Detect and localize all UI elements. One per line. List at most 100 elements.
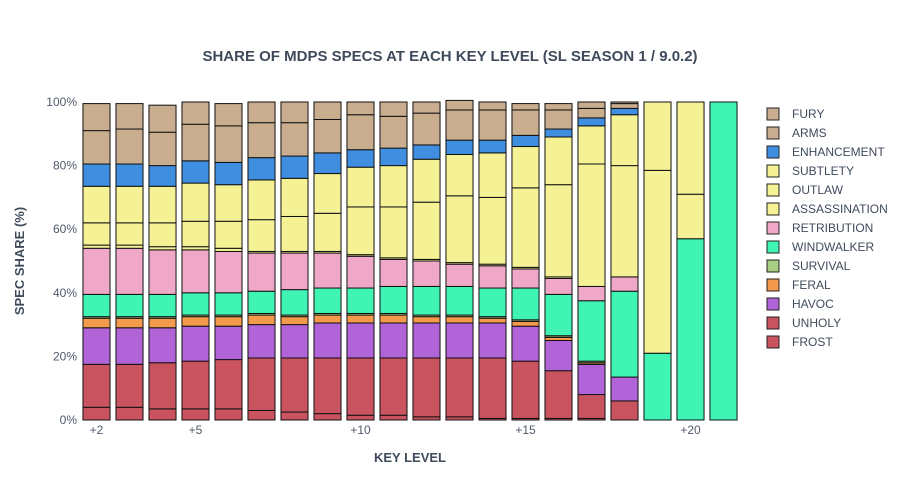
bar-segment-enhancement-4[interactable] xyxy=(148,165,177,187)
bar-segment-fury-10[interactable] xyxy=(346,101,375,116)
bar-segment-retribution-16[interactable] xyxy=(544,277,573,295)
bar-segment-arms-2[interactable] xyxy=(82,130,111,165)
bar-segment-havoc-6[interactable] xyxy=(214,325,243,361)
bar-segment-outlaw-8[interactable] xyxy=(280,215,309,252)
bar-segment-retribution-14[interactable] xyxy=(478,265,507,289)
bar-segment-unholy-13[interactable] xyxy=(445,357,474,418)
bar-segment-enhancement-9[interactable] xyxy=(313,152,342,175)
bar-segment-unholy-16[interactable] xyxy=(544,370,573,419)
bar-segment-fury-4[interactable] xyxy=(148,104,177,133)
bar-segment-havoc-2[interactable] xyxy=(82,327,111,365)
bar-segment-fury-11[interactable] xyxy=(379,101,408,117)
bar-segment-arms-18[interactable] xyxy=(610,103,639,109)
bar-segment-havoc-12[interactable] xyxy=(412,322,441,359)
bar-segment-unholy-2[interactable] xyxy=(82,363,111,408)
legend-item-windwalker[interactable]: WINDWALKER xyxy=(766,240,875,254)
bar-segment-retribution-17[interactable] xyxy=(577,285,606,302)
bar-segment-retribution-2[interactable] xyxy=(82,247,111,295)
bar-segment-frost-9[interactable] xyxy=(313,413,342,421)
legend-item-arms[interactable]: ARMS xyxy=(766,126,827,140)
bar-segment-retribution-12[interactable] xyxy=(412,260,441,287)
legend-item-frost[interactable]: FROST xyxy=(766,335,833,349)
bar-segment-windwalker-4[interactable] xyxy=(148,293,177,318)
bar-segment-subtlety-20[interactable] xyxy=(676,101,705,195)
bar-segment-havoc-11[interactable] xyxy=(379,322,408,359)
bar-segment-havoc-18[interactable] xyxy=(610,376,639,402)
legend-item-survival[interactable]: SURVIVAL xyxy=(766,259,851,273)
bar-segment-feral-12[interactable] xyxy=(412,316,441,324)
bar-segment-arms-5[interactable] xyxy=(181,123,210,162)
bar-segment-unholy-18[interactable] xyxy=(610,400,639,421)
bar-segment-windwalker-12[interactable] xyxy=(412,285,441,316)
bar-segment-windwalker-21[interactable] xyxy=(709,101,738,421)
bar-segment-havoc-15[interactable] xyxy=(511,325,540,362)
bar-segment-windwalker-7[interactable] xyxy=(247,290,276,314)
bar-segment-retribution-8[interactable] xyxy=(280,252,309,291)
bar-segment-enhancement-11[interactable] xyxy=(379,147,408,167)
bar-segment-windwalker-3[interactable] xyxy=(115,293,144,318)
bar-segment-frost-8[interactable] xyxy=(280,411,309,421)
bar-segment-fury-7[interactable] xyxy=(247,101,276,124)
bar-segment-windwalker-13[interactable] xyxy=(445,285,474,316)
bar-segment-windwalker-6[interactable] xyxy=(214,292,243,316)
bar-segment-feral-7[interactable] xyxy=(247,314,276,326)
bar-segment-fury-8[interactable] xyxy=(280,101,309,124)
bar-segment-fury-3[interactable] xyxy=(115,103,144,130)
bar-segment-frost-4[interactable] xyxy=(148,408,177,421)
bar-segment-arms-4[interactable] xyxy=(148,131,177,167)
bar-segment-subtlety-17[interactable] xyxy=(577,125,606,165)
bar-segment-subtlety-14[interactable] xyxy=(478,152,507,198)
bar-segment-enhancement-12[interactable] xyxy=(412,144,441,160)
bar-segment-windwalker-18[interactable] xyxy=(610,290,639,378)
bar-segment-arms-15[interactable] xyxy=(511,109,540,136)
bar-segment-unholy-8[interactable] xyxy=(280,357,309,413)
bar-segment-unholy-15[interactable] xyxy=(511,360,540,419)
bar-segment-retribution-3[interactable] xyxy=(115,247,144,295)
bar-segment-arms-8[interactable] xyxy=(280,122,309,157)
bar-segment-havoc-17[interactable] xyxy=(577,363,606,396)
bar-segment-enhancement-18[interactable] xyxy=(610,107,639,116)
bar-segment-unholy-3[interactable] xyxy=(115,363,144,408)
bar-segment-outlaw-16[interactable] xyxy=(544,184,573,278)
bar-segment-enhancement-3[interactable] xyxy=(115,163,144,187)
bar-segment-subtlety-4[interactable] xyxy=(148,185,177,224)
bar-segment-arms-12[interactable] xyxy=(412,112,441,146)
bar-segment-windwalker-10[interactable] xyxy=(346,287,375,314)
bar-segment-subtlety-19[interactable] xyxy=(643,101,672,171)
bar-segment-havoc-3[interactable] xyxy=(115,327,144,365)
bar-segment-arms-11[interactable] xyxy=(379,115,408,149)
bar-segment-feral-9[interactable] xyxy=(313,314,342,324)
bar-segment-outlaw-14[interactable] xyxy=(478,196,507,265)
bar-segment-havoc-8[interactable] xyxy=(280,324,309,359)
bar-segment-arms-10[interactable] xyxy=(346,114,375,151)
bar-segment-fury-13[interactable] xyxy=(445,99,474,111)
bar-segment-outlaw-5[interactable] xyxy=(181,220,210,248)
bar-segment-outlaw-12[interactable] xyxy=(412,201,441,260)
bar-segment-outlaw-3[interactable] xyxy=(115,222,144,246)
bar-segment-retribution-18[interactable] xyxy=(610,276,639,292)
legend-item-fury[interactable]: FURY xyxy=(766,107,824,121)
bar-segment-arms-14[interactable] xyxy=(478,109,507,141)
bar-segment-subtlety-9[interactable] xyxy=(313,173,342,214)
legend-item-feral[interactable]: FERAL xyxy=(766,278,831,292)
bar-segment-outlaw-2[interactable] xyxy=(82,222,111,246)
bar-segment-fury-2[interactable] xyxy=(82,103,111,132)
bar-segment-feral-3[interactable] xyxy=(115,317,144,329)
bar-segment-retribution-6[interactable] xyxy=(214,250,243,294)
bar-segment-frost-6[interactable] xyxy=(214,408,243,421)
legend-item-retribution[interactable]: RETRIBUTION xyxy=(766,221,873,235)
legend-item-havoc[interactable]: HAVOC xyxy=(766,297,834,311)
bar-segment-subtlety-12[interactable] xyxy=(412,158,441,203)
bar-segment-enhancement-13[interactable] xyxy=(445,139,474,155)
bar-segment-frost-7[interactable] xyxy=(247,409,276,421)
bar-segment-enhancement-10[interactable] xyxy=(346,149,375,168)
bar-segment-windwalker-11[interactable] xyxy=(379,285,408,314)
bar-segment-arms-17[interactable] xyxy=(577,107,606,119)
bar-segment-enhancement-14[interactable] xyxy=(478,139,507,154)
bar-segment-feral-6[interactable] xyxy=(214,316,243,327)
bar-segment-unholy-11[interactable] xyxy=(379,357,408,416)
bar-segment-subtlety-8[interactable] xyxy=(280,177,309,217)
bar-segment-enhancement-17[interactable] xyxy=(577,117,606,127)
bar-segment-outlaw-17[interactable] xyxy=(577,163,606,287)
bar-segment-fury-14[interactable] xyxy=(478,101,507,111)
